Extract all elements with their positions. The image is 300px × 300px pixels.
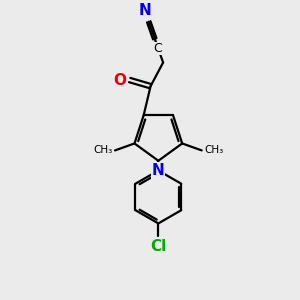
Text: N: N: [138, 3, 151, 18]
Text: CH₃: CH₃: [94, 146, 113, 155]
Text: CH₃: CH₃: [204, 146, 223, 155]
Text: N: N: [152, 163, 165, 178]
Text: C: C: [153, 42, 162, 55]
Text: Cl: Cl: [150, 239, 167, 254]
Text: O: O: [113, 73, 126, 88]
